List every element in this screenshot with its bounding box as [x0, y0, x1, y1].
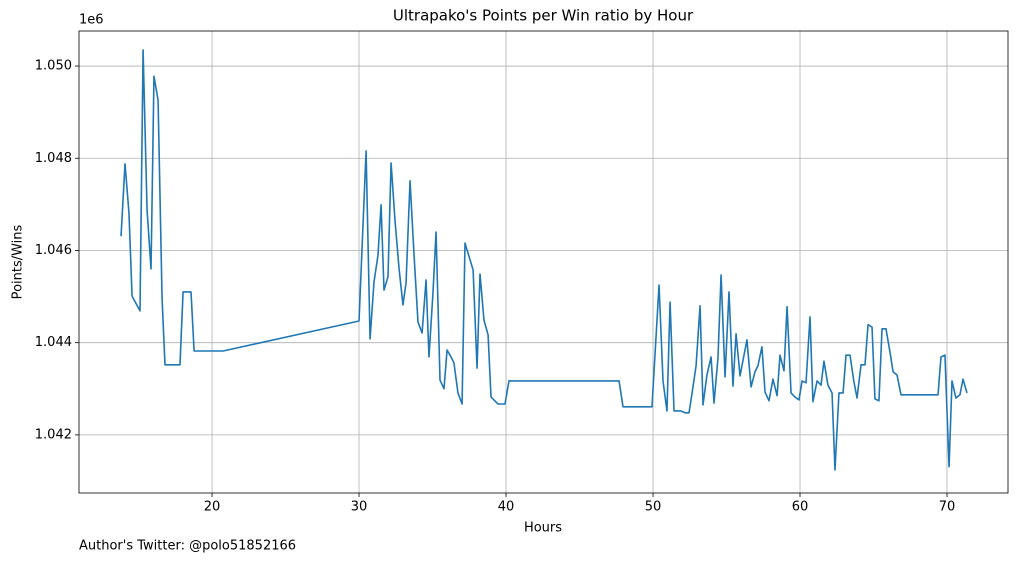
- x-tick-label: 70: [939, 500, 956, 515]
- chart-title: Ultrapako's Points per Win ratio by Hour: [393, 7, 694, 25]
- y-tick-label: 1.050: [35, 59, 72, 74]
- y-tick-label: 1.042: [35, 427, 72, 442]
- y-tick-label: 1.044: [35, 335, 72, 350]
- plot-frame: [78, 30, 1009, 494]
- y-offset-text: 1e6: [79, 13, 104, 28]
- x-tick-label: 40: [498, 500, 515, 515]
- y-axis-label: Points/Wins: [11, 224, 26, 299]
- x-axis-label: Hours: [524, 521, 562, 536]
- footnote: Author's Twitter: @polo51852166: [79, 539, 296, 554]
- x-tick-label: 20: [204, 500, 221, 515]
- data-line: [120, 49, 968, 471]
- x-tick-label: 50: [645, 500, 662, 515]
- y-tick-label: 1.046: [35, 243, 72, 258]
- x-tick-label: 60: [792, 500, 809, 515]
- y-tick-label: 1.048: [35, 151, 72, 166]
- x-tick-label: 30: [351, 500, 368, 515]
